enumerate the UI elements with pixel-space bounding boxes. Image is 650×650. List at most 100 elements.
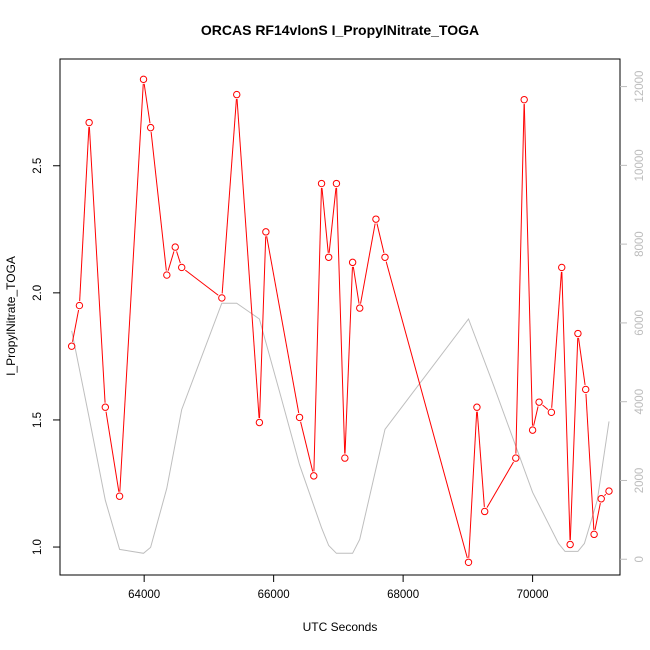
series-segment [486,461,514,508]
data-point [558,263,566,272]
data-point [115,492,124,500]
series-segment [336,188,346,454]
data-point [262,228,270,236]
series-segment [105,411,120,492]
data-point [255,418,264,427]
data-point [348,258,357,267]
y2-axis: 0 2000 4000 6000 8000 10000 12000 [620,71,646,562]
y2-tick-label: 4000 [634,389,646,415]
data-point [295,413,304,422]
data-point [310,472,318,480]
y-axis-label: I_PropylNitrate_TOGA [4,256,18,376]
data-point [464,558,473,566]
data-point [218,294,226,302]
data-point [317,179,326,188]
series-segment [352,266,360,304]
data-point [581,385,590,394]
data-point [146,123,155,132]
x-tick-label: 64000 [128,589,160,601]
y-tick-label: 2.0 [32,285,44,301]
data-point [372,215,380,223]
data-point [324,253,333,261]
plot-frame [59,58,621,576]
x-tick-label: 66000 [258,589,290,601]
y2-tick-label: 6000 [634,310,646,336]
series-segment [476,411,485,508]
series-segment [569,338,579,541]
series-segment [360,223,376,304]
y2-tick-label: 2000 [634,468,646,494]
data-point [101,403,110,411]
data-point [163,271,171,279]
data-point [528,426,537,434]
series-segment [167,251,175,271]
series-segment [551,271,562,408]
series-segment [266,236,300,414]
data-point [520,95,528,104]
chart-title: ORCAS RF14vlonS I_PropylNitrate_TOGA [201,22,479,38]
y-tick-label: 1.0 [32,539,44,555]
series-segment [515,104,525,454]
y2-tick-label: 8000 [634,231,646,257]
series-segment [221,99,237,294]
data-point [597,495,605,503]
x-axis: 64000 66000 68000 70000 [128,575,549,601]
series-segment [594,503,601,531]
data-point [85,118,93,127]
series-segment [561,271,571,541]
series-segment [313,188,322,472]
series-segment [533,406,539,426]
data-point [233,90,241,99]
data-point [590,530,598,539]
series-segment [184,269,219,296]
x-axis-label: UTC Seconds [303,620,378,634]
y-tick-label: 2.5 [32,158,44,174]
data-point [67,342,76,350]
series-segment [523,104,533,426]
secondary-series-line [71,302,610,554]
y2-tick-label: 10000 [634,149,646,181]
series-segment [143,83,151,124]
y2-tick-label: 12000 [634,71,646,103]
data-point [605,487,613,495]
series-segment [542,404,549,410]
series-segment [236,99,260,419]
data-point [381,253,389,261]
data-point [574,329,582,338]
series-segment [376,223,385,254]
series-segment [119,83,144,492]
series-segment [328,187,337,253]
series-segment [176,251,181,264]
series-segment [604,493,607,496]
series-segment [88,127,106,403]
x-tick-label: 70000 [517,589,549,601]
series-segment [585,393,595,530]
series-segment [578,337,586,386]
data-point [356,304,364,312]
series-segment [259,236,267,419]
data-point [139,75,148,84]
data-point [566,540,574,549]
y2-tick-label: 0 [634,556,646,562]
series-layer [67,75,613,566]
y-axis: 1.0 1.5 2.0 2.5 [32,158,60,555]
series-segment [321,187,329,253]
data-point [75,301,84,310]
data-point [178,263,186,272]
y-tick-label: 1.5 [32,412,44,428]
data-point [547,408,556,417]
data-point [171,243,179,251]
series-segment [344,266,353,454]
x-tick-label: 68000 [387,589,419,601]
series-segment [72,309,80,342]
series-segment [468,411,478,558]
data-point [535,398,543,406]
data-point [473,403,481,411]
data-point [480,507,489,516]
data-point [341,454,349,462]
data-point [512,454,520,462]
data-point [332,179,341,188]
series-segment [79,127,90,302]
series-segment [385,261,468,559]
series-segment [300,421,314,472]
